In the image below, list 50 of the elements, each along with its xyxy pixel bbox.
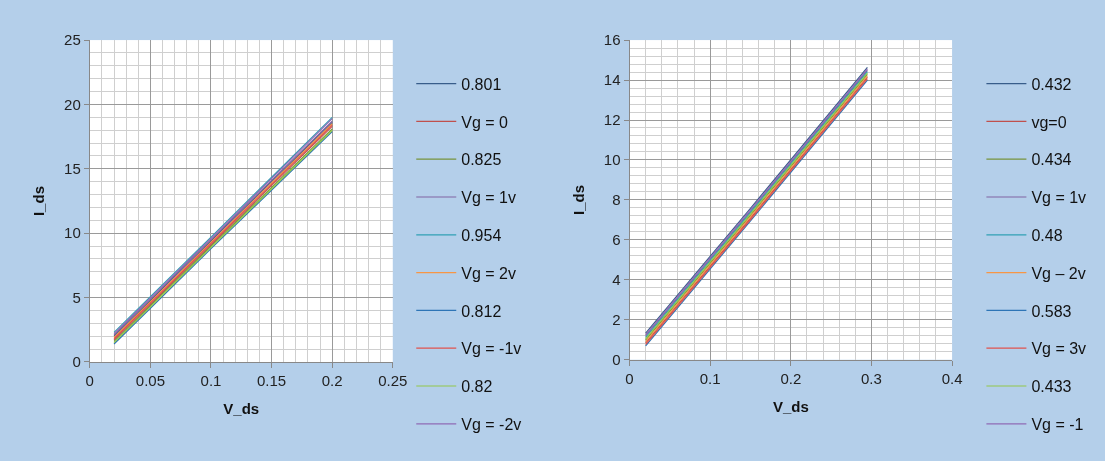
y-tick-label: 2	[612, 311, 621, 329]
x-tick-label: 0.1	[699, 369, 721, 387]
legend-label: Vg = -1	[1031, 416, 1084, 434]
y-tick-label: 10	[64, 224, 81, 242]
y-axis-title: I_ds	[30, 186, 48, 217]
x-tick-label: 0.05	[135, 371, 165, 389]
legend-label: 0.434	[1031, 151, 1072, 169]
legend-label: 0.432	[1031, 75, 1072, 93]
legend-label: vg=0	[1031, 113, 1067, 131]
x-axis-title: V_ds	[772, 397, 809, 415]
legend-label: 0.801	[461, 75, 502, 93]
y-tick-label: 4	[612, 271, 621, 289]
x-tick-label: 0.4	[941, 369, 963, 387]
legend-label: 0.48	[1031, 227, 1063, 245]
x-tick-label: 0.15	[256, 371, 287, 389]
legend-label: 0.812	[461, 302, 502, 320]
legend-label: 0.433	[1031, 378, 1072, 396]
y-axis-title: I_ds	[570, 184, 588, 215]
x-tick-label: 0.2	[321, 371, 343, 389]
y-tick-label: 15	[64, 160, 81, 178]
y-tick-label: 20	[64, 95, 81, 113]
legend-label: Vg = 0	[461, 113, 509, 131]
legend-label: Vg = 3v	[1031, 340, 1087, 358]
x-tick-label: 0.1	[200, 371, 222, 389]
legend-label: Vg – 2v	[1031, 264, 1086, 282]
x-axis-title: V_ds	[223, 399, 260, 417]
legend-label: Vg = -1v	[461, 340, 522, 358]
legend-label: 0.954	[461, 227, 502, 245]
legend-label: Vg = 2v	[461, 264, 516, 282]
x-tick-label: 0.2	[780, 369, 802, 387]
x-tick-label: 0	[625, 369, 634, 387]
legend-label: 0.583	[1031, 302, 1072, 320]
y-tick-label: 10	[603, 151, 621, 169]
legend-label: Vg = -2v	[461, 416, 522, 434]
y-tick-label: 8	[612, 191, 621, 209]
y-tick-label: 16	[603, 31, 621, 49]
y-tick-label: 12	[603, 111, 621, 129]
x-tick-label: 0.3	[861, 369, 882, 387]
x-tick-label: 0	[85, 371, 94, 389]
y-tick-label: 25	[64, 31, 81, 49]
legend-label: Vg = 1v	[1031, 189, 1087, 207]
y-tick-label: 0	[72, 353, 81, 371]
legend-label: 0.825	[461, 151, 502, 169]
y-tick-label: 14	[603, 71, 621, 89]
x-tick-label: 0.25	[378, 371, 408, 389]
y-tick-label: 0	[612, 351, 621, 369]
y-tick-label: 6	[612, 231, 621, 249]
legend-label: Vg = 1v	[461, 189, 516, 207]
y-tick-label: 5	[72, 288, 81, 306]
legend-label: 0.82	[461, 378, 493, 396]
